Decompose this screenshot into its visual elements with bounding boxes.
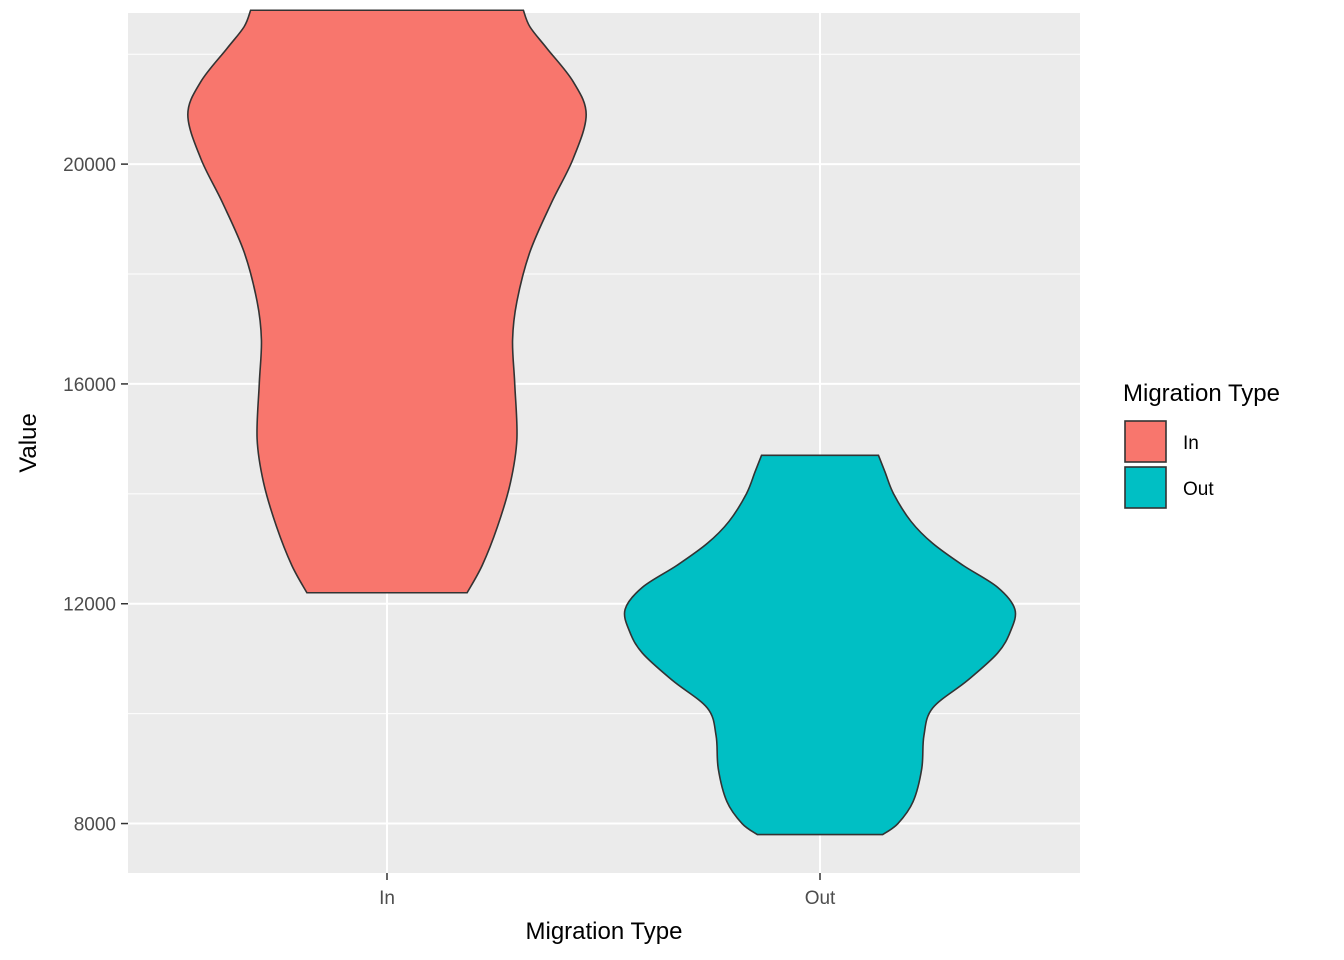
x-axis: In Out (379, 873, 836, 909)
y-axis: 8000 12000 16000 20000 (63, 155, 128, 836)
legend-label-out: Out (1183, 479, 1214, 500)
x-axis-title: Migration Type (526, 918, 683, 945)
y-tick-label: 16000 (63, 375, 116, 396)
violin-out (623, 454, 1017, 836)
legend-key-in (1124, 420, 1167, 463)
y-tick-label: 8000 (74, 815, 116, 836)
x-tick-label: Out (805, 888, 836, 909)
legend: Migration Type In Out (1123, 380, 1280, 509)
legend-label-in: In (1183, 433, 1199, 454)
y-tick-label: 20000 (63, 155, 116, 176)
legend-key-out (1124, 466, 1167, 509)
x-tick-label: In (379, 888, 395, 909)
y-tick-label: 12000 (63, 595, 116, 616)
violin-in (187, 9, 587, 594)
y-axis-title: Value (15, 413, 42, 473)
violins (187, 9, 1017, 836)
legend-entries: In Out (1124, 420, 1214, 509)
legend-title: Migration Type (1123, 380, 1280, 407)
